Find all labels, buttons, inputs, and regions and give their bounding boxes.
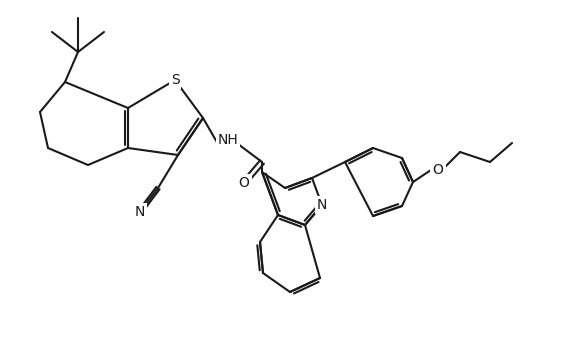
- Text: O: O: [433, 163, 443, 177]
- Text: N: N: [135, 205, 145, 219]
- Text: N: N: [317, 198, 327, 212]
- Text: NH: NH: [217, 133, 238, 147]
- Text: O: O: [238, 176, 250, 190]
- Text: S: S: [171, 73, 179, 87]
